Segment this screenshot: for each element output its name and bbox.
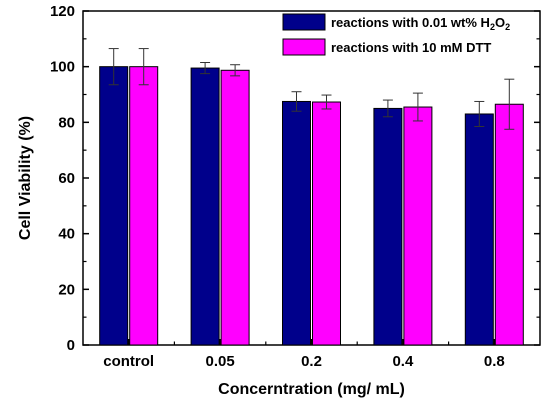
x-tick-label: 0.4 xyxy=(392,353,414,370)
y-tick-label: 100 xyxy=(50,59,75,76)
bar-dtt-0 xyxy=(129,66,159,346)
y-tick-label: 80 xyxy=(58,114,75,131)
legend: reactions with 0.01 wt% H2O2 reactions w… xyxy=(282,13,510,56)
bar-h2o2-3 xyxy=(373,107,403,346)
legend-label-h2o2: reactions with 0.01 wt% H2O2 xyxy=(331,15,510,32)
y-axis-title: Cell Viability (%) xyxy=(17,116,34,240)
x-tick-label: control xyxy=(103,353,154,370)
legend-label-dtt: reactions with 10 mM DTT xyxy=(331,40,491,55)
x-tick-label: 0.05 xyxy=(205,353,234,370)
legend-swatch-dtt xyxy=(282,38,326,56)
bar-dtt-2 xyxy=(312,101,341,346)
x-tick-label: 0.2 xyxy=(301,353,322,370)
bar-dtt-3 xyxy=(403,106,433,346)
bar-dtt-1 xyxy=(220,69,250,346)
legend-swatch-h2o2 xyxy=(282,13,326,31)
error-bars xyxy=(108,48,515,130)
x-tick-label: 0.8 xyxy=(484,353,505,370)
y-tick-label: 40 xyxy=(58,226,75,243)
bar-h2o2-4 xyxy=(464,113,494,346)
bar-h2o2-0 xyxy=(99,66,129,346)
y-tick-label: 60 xyxy=(58,170,75,187)
bar-series xyxy=(99,66,524,346)
bar-dtt-4 xyxy=(494,103,524,346)
y-tick-label: 0 xyxy=(67,337,75,354)
y-axis-ticks: 0 20 40 60 80 100 120 xyxy=(50,3,540,354)
bar-h2o2-2 xyxy=(282,100,311,346)
y-tick-label: 20 xyxy=(58,281,75,298)
y-tick-label: 120 xyxy=(50,3,75,20)
bar-h2o2-1 xyxy=(190,67,220,346)
x-axis-title: Concerntration (mg/ mL) xyxy=(218,381,405,398)
x-axis-ticks: control 0.05 0.2 0.4 0.8 xyxy=(103,339,505,370)
